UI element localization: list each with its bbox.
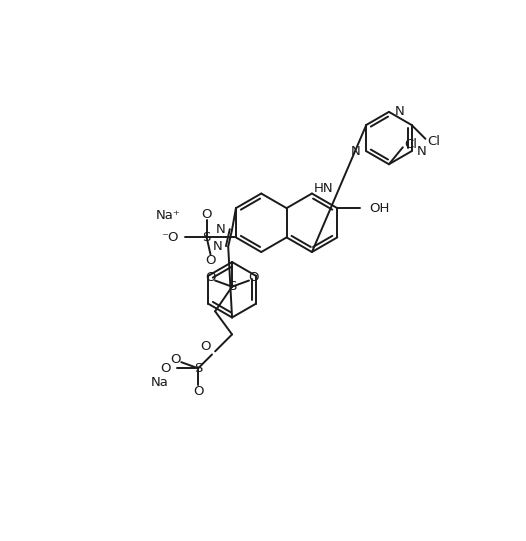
Text: S: S	[194, 362, 203, 375]
Text: N: N	[351, 146, 361, 159]
Text: O: O	[160, 362, 170, 375]
Text: N: N	[216, 223, 226, 236]
Text: N: N	[394, 104, 404, 117]
Text: OH: OH	[370, 202, 390, 215]
Text: O: O	[201, 208, 212, 221]
Text: O: O	[170, 353, 180, 366]
Text: O: O	[205, 271, 216, 284]
Text: Cl: Cl	[404, 138, 417, 151]
Text: N: N	[417, 146, 427, 159]
Text: Na⁺: Na⁺	[156, 209, 180, 222]
Text: S: S	[203, 231, 211, 244]
Text: O: O	[205, 254, 216, 267]
Text: HN: HN	[313, 182, 333, 195]
Text: O: O	[248, 271, 259, 284]
Text: O: O	[193, 385, 204, 398]
Text: O: O	[200, 340, 210, 353]
Text: Na: Na	[151, 375, 169, 388]
Text: ⁻O: ⁻O	[161, 231, 179, 244]
Text: N: N	[213, 240, 222, 253]
Text: S: S	[228, 280, 236, 293]
Text: Cl: Cl	[427, 135, 440, 148]
